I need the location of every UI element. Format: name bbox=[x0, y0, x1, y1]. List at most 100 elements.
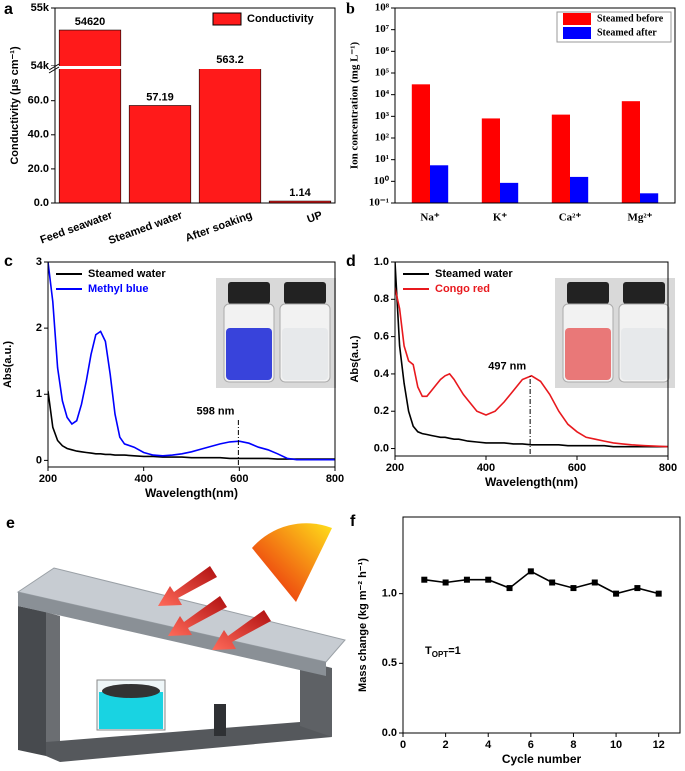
y-tick-label: 0 bbox=[36, 454, 42, 466]
vial-liquid bbox=[282, 328, 328, 380]
marker bbox=[570, 585, 577, 592]
data-label: 54620 bbox=[75, 16, 106, 28]
legend-label: Steamed water bbox=[435, 268, 513, 280]
x-tick-label: 200 bbox=[39, 473, 57, 485]
plot-frame bbox=[394, 261, 669, 457]
y-tick-label: 10⁶ bbox=[375, 45, 390, 57]
marker bbox=[506, 585, 513, 592]
x-tick-label: 12 bbox=[653, 739, 665, 751]
y-tick-label: 0.0 bbox=[382, 727, 397, 739]
y-tick-label: 55k bbox=[31, 2, 50, 14]
panel-label: d bbox=[346, 253, 356, 270]
bar bbox=[570, 176, 589, 203]
y-tick-label: 20.0 bbox=[28, 163, 49, 175]
legend-label: Methyl blue bbox=[88, 283, 149, 295]
vial-liquid bbox=[621, 328, 667, 380]
plot-frame bbox=[402, 516, 681, 734]
legend-label: Steamed before bbox=[597, 13, 664, 24]
y-axis-label: Ion concentration (mg L⁻¹) bbox=[349, 41, 361, 169]
legend-label: Conductivity bbox=[247, 13, 314, 25]
water bbox=[99, 692, 163, 729]
bar bbox=[128, 105, 192, 204]
x-axis-label: Wavelength(nm) bbox=[145, 486, 238, 500]
plot-frame bbox=[394, 7, 676, 204]
sun bbox=[252, 523, 332, 602]
x-tick-label: Feed seawater bbox=[39, 209, 115, 246]
stand-base bbox=[46, 722, 332, 762]
marker bbox=[527, 568, 534, 575]
stand-leg-side bbox=[46, 612, 60, 756]
x-tick-label: 800 bbox=[659, 462, 677, 474]
bar bbox=[640, 193, 659, 203]
illustration: e bbox=[6, 515, 346, 762]
bar bbox=[58, 29, 122, 204]
x-axis-label: Wavelength(nm) bbox=[485, 475, 578, 489]
series-line bbox=[395, 262, 668, 448]
y-tick-label: 10⁴ bbox=[375, 88, 390, 100]
x-tick-label: UP bbox=[306, 209, 324, 226]
y-tick-label: 2 bbox=[36, 322, 42, 334]
marker bbox=[421, 576, 428, 583]
break-mark bbox=[48, 66, 60, 74]
legend-label: Steamed after bbox=[597, 27, 657, 38]
y-tick-label: 0.6 bbox=[374, 331, 389, 343]
bar bbox=[500, 182, 519, 203]
x-tick-label: K⁺ bbox=[493, 212, 508, 224]
vial-liquid bbox=[226, 328, 272, 380]
y-axis-label: Abs(a.u.) bbox=[349, 335, 361, 382]
data-label: 563.2 bbox=[216, 54, 244, 66]
x-tick-label: Steamed water bbox=[107, 209, 185, 247]
marker bbox=[485, 576, 492, 583]
x-tick-label: 2 bbox=[443, 739, 449, 751]
y-tick-label: 10⁷ bbox=[375, 23, 390, 35]
x-tick-label: Ca²⁺ bbox=[559, 212, 582, 224]
x-tick-label: Na⁺ bbox=[420, 212, 439, 224]
marker bbox=[634, 585, 641, 592]
legend-label: Steamed water bbox=[88, 268, 166, 280]
marker bbox=[613, 590, 620, 597]
annotation-suffix: =1 bbox=[448, 645, 461, 657]
y-tick-label: 0.8 bbox=[374, 293, 389, 305]
marker bbox=[463, 576, 470, 583]
legend-swatch bbox=[563, 27, 591, 39]
inset-photo bbox=[216, 278, 336, 388]
x-tick-label: 400 bbox=[134, 473, 152, 485]
marker bbox=[549, 579, 556, 586]
y-tick-label: 10³ bbox=[375, 110, 390, 122]
annotation: 497 nm bbox=[488, 361, 526, 373]
y-tick-label: 1 bbox=[36, 388, 42, 400]
annotation: 598 nm bbox=[196, 406, 234, 418]
marker bbox=[591, 579, 598, 586]
y-tick-label: 10⁻¹ bbox=[369, 197, 389, 209]
marker bbox=[655, 590, 662, 597]
legend-swatch bbox=[563, 13, 591, 25]
bar bbox=[198, 67, 262, 204]
x-axis-label: Cycle number bbox=[502, 752, 582, 766]
bar bbox=[621, 101, 640, 203]
x-tick-label: 4 bbox=[485, 739, 492, 751]
stand-support bbox=[300, 660, 332, 737]
y-tick-label: 1.0 bbox=[382, 588, 397, 600]
vial-cap bbox=[623, 282, 665, 304]
x-tick-label: 600 bbox=[568, 462, 586, 474]
x-tick-label: 8 bbox=[570, 739, 576, 751]
break-mark bbox=[48, 63, 60, 71]
x-tick-label: After soaking bbox=[184, 209, 254, 244]
y-tick-label: 0.0 bbox=[34, 197, 49, 209]
annotation-text: T bbox=[425, 645, 432, 657]
y-axis-label: Mass change (kg m⁻² h⁻¹) bbox=[357, 558, 369, 692]
y-tick-label: 10⁵ bbox=[375, 67, 390, 79]
x-tick-label: 6 bbox=[528, 739, 534, 751]
y-tick-label: 0.0 bbox=[374, 442, 389, 454]
y-tick-label: 0.2 bbox=[374, 405, 389, 417]
light-arrows bbox=[158, 566, 271, 650]
y-axis-label: Abs(a.u.) bbox=[2, 341, 14, 388]
legend-swatch bbox=[212, 12, 242, 26]
x-tick-label: 0 bbox=[400, 739, 406, 751]
x-tick-label: 600 bbox=[230, 473, 248, 485]
data-label: 57.19 bbox=[146, 91, 174, 103]
data-label: 1.14 bbox=[289, 187, 311, 199]
inset-photo bbox=[555, 278, 675, 388]
y-tick-label: 3 bbox=[36, 256, 42, 268]
